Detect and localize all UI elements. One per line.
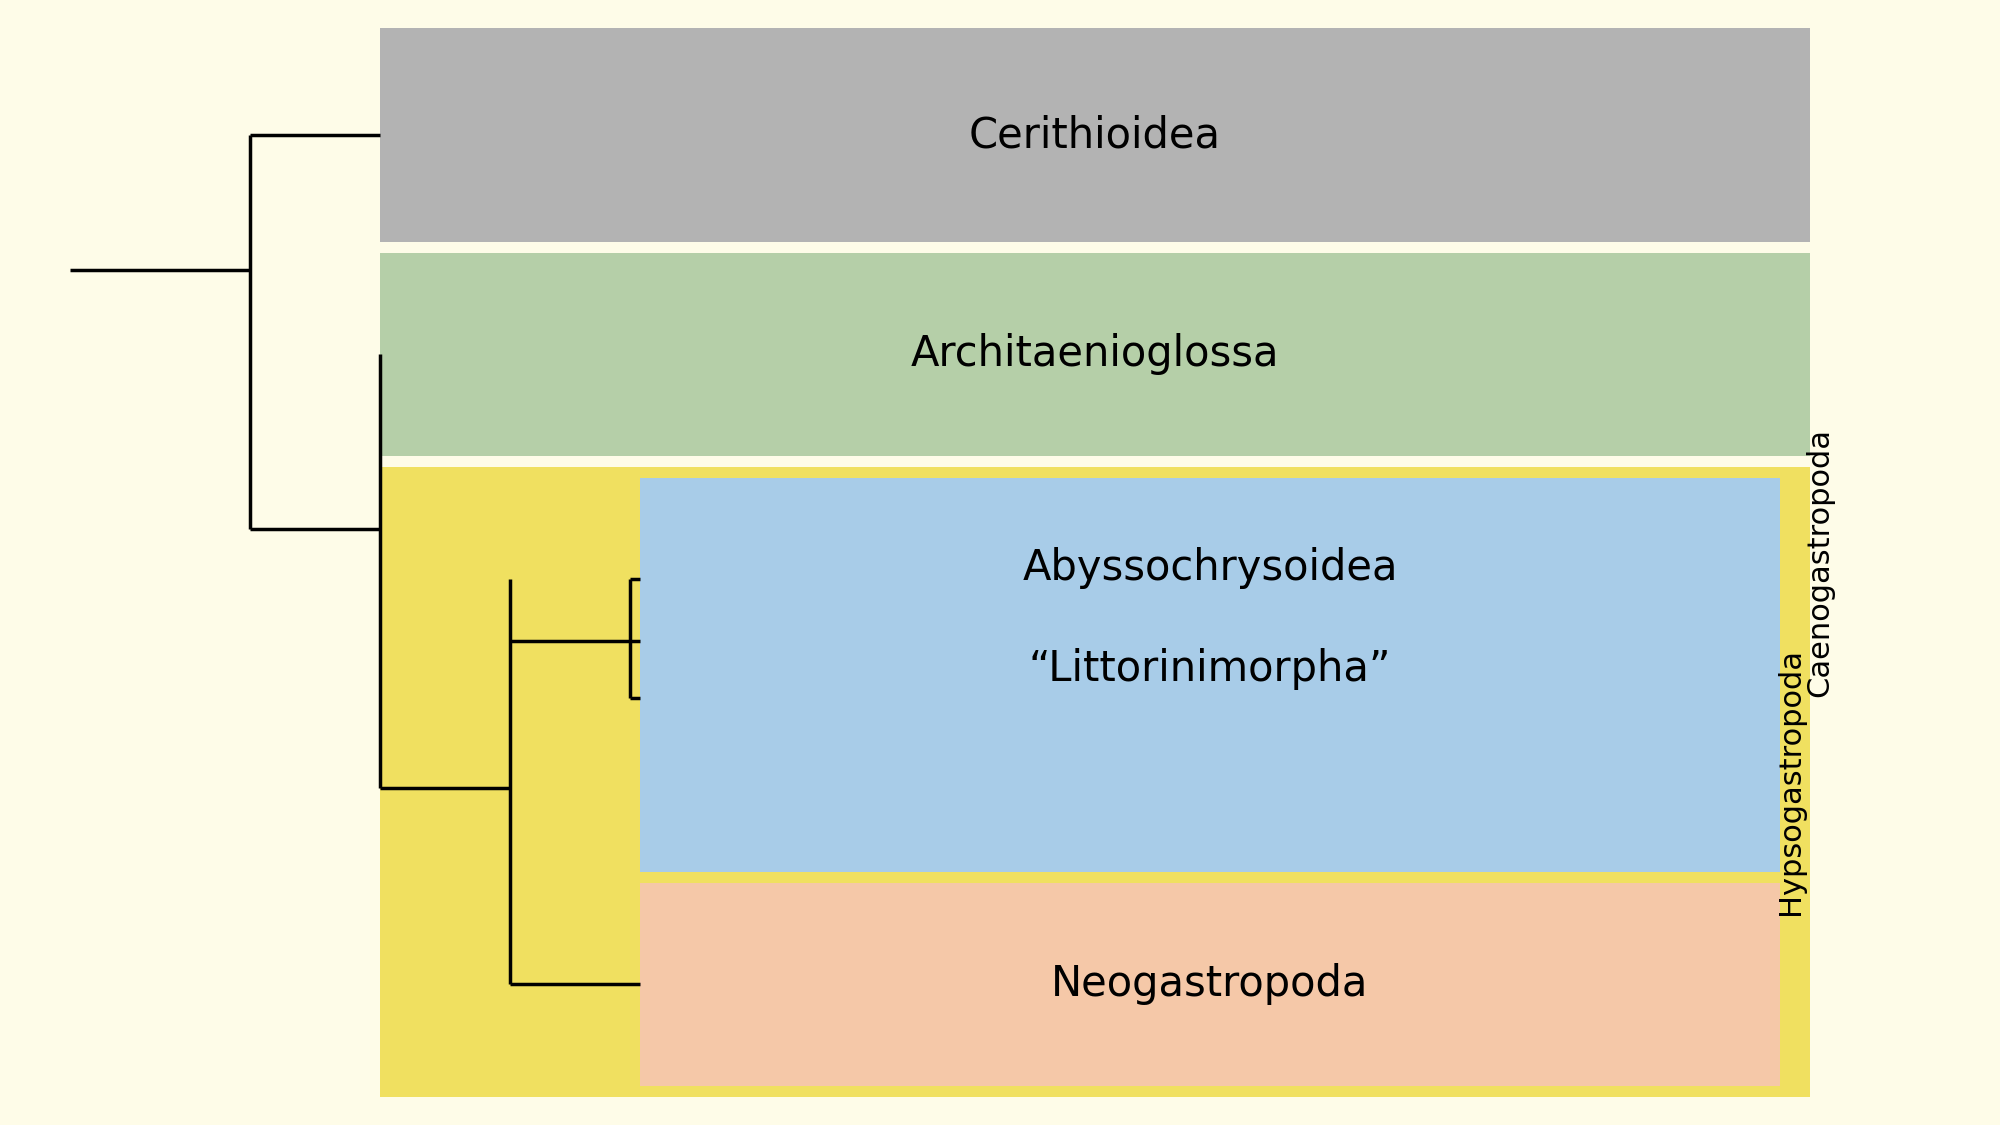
- Text: Neogastropoda: Neogastropoda: [1052, 963, 1368, 1006]
- Text: Abyssochrysoidea: Abyssochrysoidea: [1022, 547, 1398, 590]
- Bar: [380, 467, 1810, 1097]
- Bar: [380, 253, 1810, 456]
- Bar: [640, 478, 1780, 872]
- Text: Cerithioidea: Cerithioidea: [968, 114, 1220, 156]
- Bar: [380, 28, 1810, 242]
- Bar: [90, 22, 1840, 1102]
- Text: Caenogastropoda: Caenogastropoda: [1806, 428, 1834, 698]
- Text: Architaenioglossa: Architaenioglossa: [910, 333, 1280, 376]
- Bar: [640, 883, 1780, 1086]
- Text: Hypsogastropoda: Hypsogastropoda: [1776, 648, 1804, 916]
- Text: “Littorinimorpha”: “Littorinimorpha”: [1028, 648, 1392, 691]
